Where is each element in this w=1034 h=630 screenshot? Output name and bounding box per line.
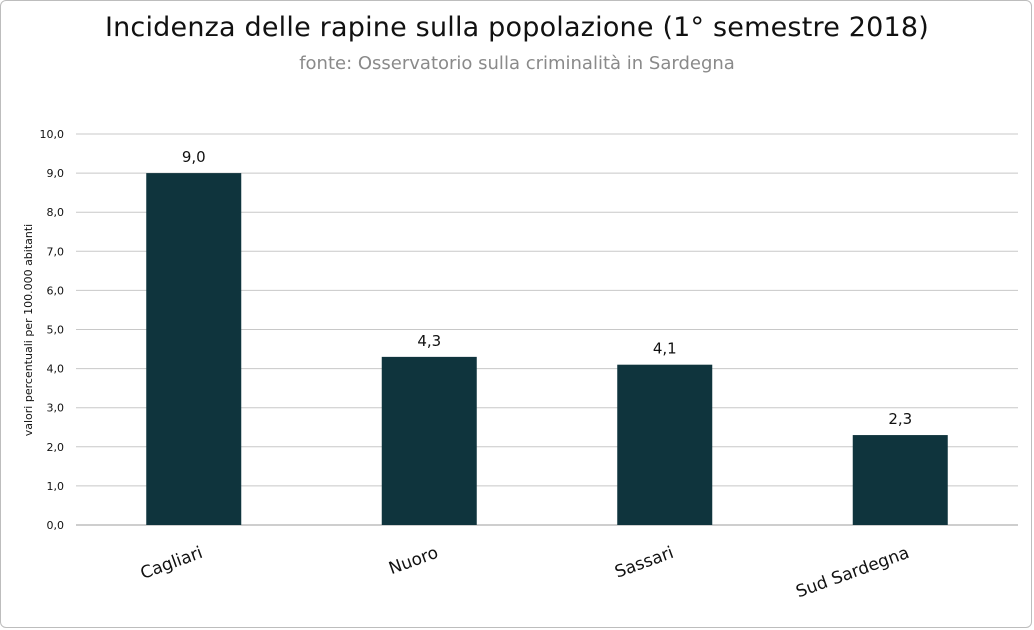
bar-cagliari <box>146 173 242 525</box>
y-tick-label: 7,0 <box>47 245 65 258</box>
bar-nuoro <box>381 356 477 525</box>
chart-subtitle: fonte: Osservatorio sulla criminalità in… <box>299 53 735 74</box>
bar-sud-sardegna <box>852 435 948 525</box>
data-labels: 9,0 4,3 4,1 2,3 <box>182 148 912 428</box>
x-category-label: Cagliari <box>138 543 206 584</box>
bar-sassari <box>617 364 713 525</box>
data-label: 4,3 <box>417 332 441 350</box>
y-tick-label: 9,0 <box>47 167 65 180</box>
x-category-label: Sassari <box>612 543 676 583</box>
data-label: 9,0 <box>182 148 206 166</box>
x-axis-categories: Cagliari Nuoro Sassari Sud Sardegna <box>138 543 912 602</box>
y-tick-label: 2,0 <box>47 441 65 454</box>
y-tick-label: 1,0 <box>47 480 65 493</box>
y-axis-label: valori percentuali per 100.000 abitanti <box>22 224 35 437</box>
data-label: 2,3 <box>888 410 912 428</box>
bars <box>146 173 948 525</box>
chart-title: Incidenza delle rapine sulla popolazione… <box>104 12 930 43</box>
y-tick-label: 10,0 <box>40 128 65 141</box>
y-tick-label: 3,0 <box>47 402 65 415</box>
y-axis-ticks: 0,0 1,0 2,0 3,0 4,0 5,0 6,0 7,0 8,0 9,0 10,0 <box>40 128 65 532</box>
y-tick-label: 6,0 <box>47 284 65 297</box>
y-tick-label: 4,0 <box>47 363 65 376</box>
data-label: 4,1 <box>653 340 677 358</box>
x-category-label: Sud Sardegna <box>793 543 912 602</box>
y-tick-label: 5,0 <box>47 324 65 337</box>
x-category-label: Nuoro <box>386 543 441 579</box>
y-tick-label: 0,0 <box>47 519 65 532</box>
y-tick-label: 8,0 <box>47 206 65 219</box>
